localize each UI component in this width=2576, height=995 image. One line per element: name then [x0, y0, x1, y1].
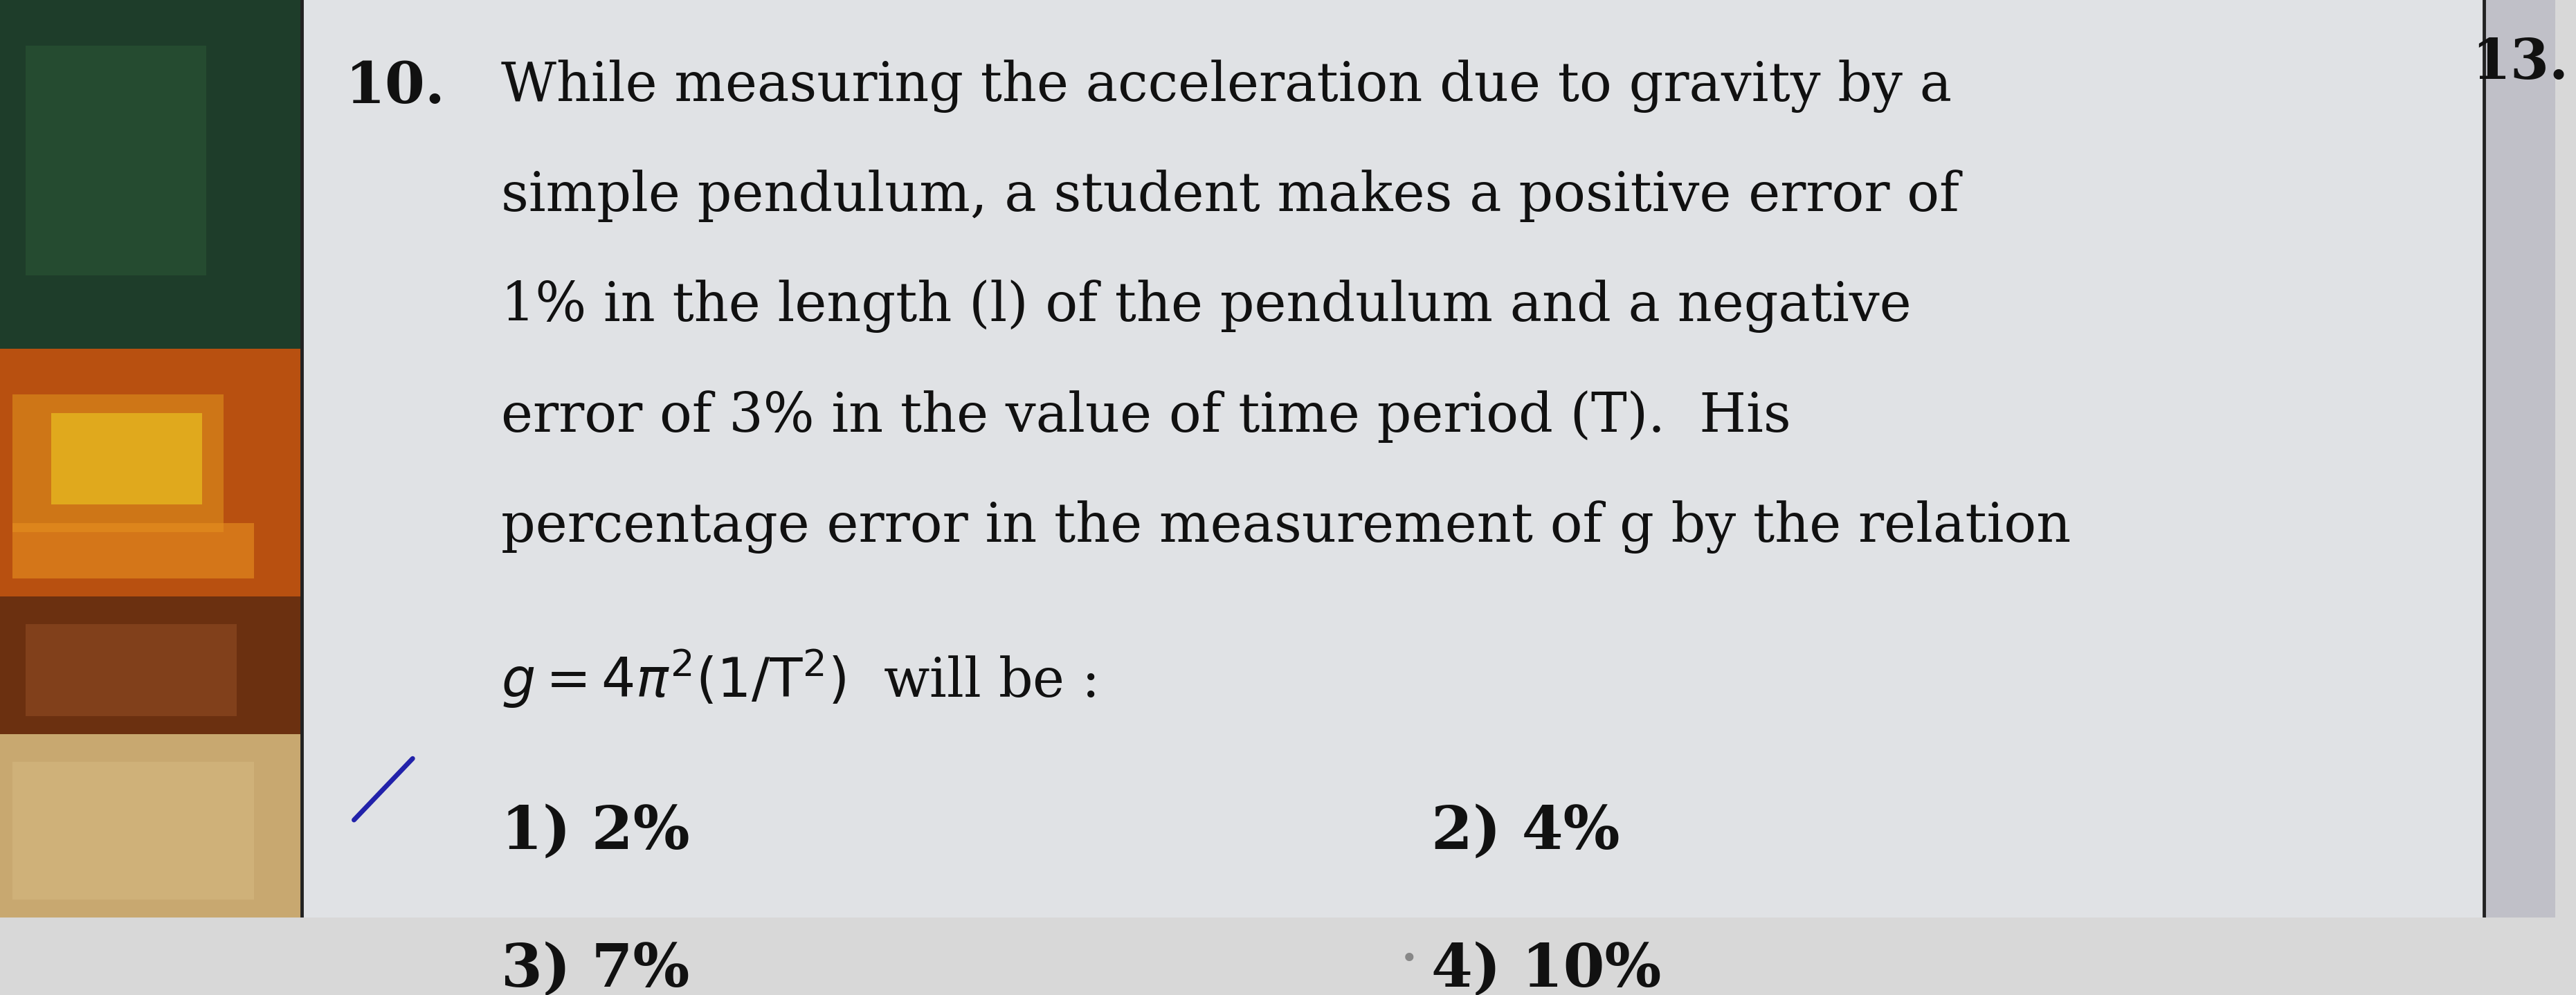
Text: $g = 4\pi^2(1/\mathrm{T}^2)$  will be :: $g = 4\pi^2(1/\mathrm{T}^2)$ will be : — [500, 647, 1095, 709]
Bar — [0, 0, 301, 348]
Text: 1% in the length (l) of the pendulum and a negative: 1% in the length (l) of the pendulum and… — [500, 280, 1911, 333]
Text: simple pendulum, a student makes a positive error of: simple pendulum, a student makes a posit… — [500, 170, 1960, 222]
Bar — [52, 413, 201, 504]
Text: 10.: 10. — [345, 60, 446, 115]
Text: 2) 4%: 2) 4% — [1432, 803, 1620, 861]
Bar — [301, 0, 2483, 917]
Text: 1) 2%: 1) 2% — [500, 803, 690, 861]
Bar — [2483, 0, 2555, 917]
Text: 13.: 13. — [2470, 37, 2568, 91]
Bar — [13, 395, 224, 532]
Text: •: • — [1401, 945, 1417, 974]
Text: percentage error in the measurement of g by the relation: percentage error in the measurement of g… — [500, 500, 2071, 553]
Text: 3) 7%: 3) 7% — [500, 940, 690, 995]
Bar — [0, 734, 301, 917]
Bar — [0, 348, 301, 597]
Text: While measuring the acceleration due to gravity by a: While measuring the acceleration due to … — [500, 60, 1953, 112]
Bar — [13, 762, 255, 899]
Bar — [13, 523, 255, 578]
Bar — [26, 624, 237, 715]
Text: error of 3% in the value of time period (T).  His: error of 3% in the value of time period … — [500, 390, 1790, 443]
Text: 4) 10%: 4) 10% — [1432, 940, 1662, 995]
Bar — [26, 46, 206, 276]
Bar — [0, 597, 301, 734]
